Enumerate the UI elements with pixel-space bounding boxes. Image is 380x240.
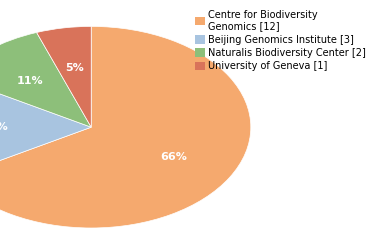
Text: 5%: 5% [65, 63, 84, 73]
Legend: Centre for Biodiversity
Genomics [12], Beijing Genomics Institute [3], Naturalis: Centre for Biodiversity Genomics [12], B… [195, 10, 366, 72]
Wedge shape [0, 77, 91, 178]
Wedge shape [0, 26, 251, 228]
Wedge shape [36, 26, 91, 127]
Text: 16%: 16% [0, 122, 9, 132]
Wedge shape [0, 32, 91, 127]
Text: 66%: 66% [161, 152, 188, 162]
Text: 11%: 11% [16, 76, 43, 86]
